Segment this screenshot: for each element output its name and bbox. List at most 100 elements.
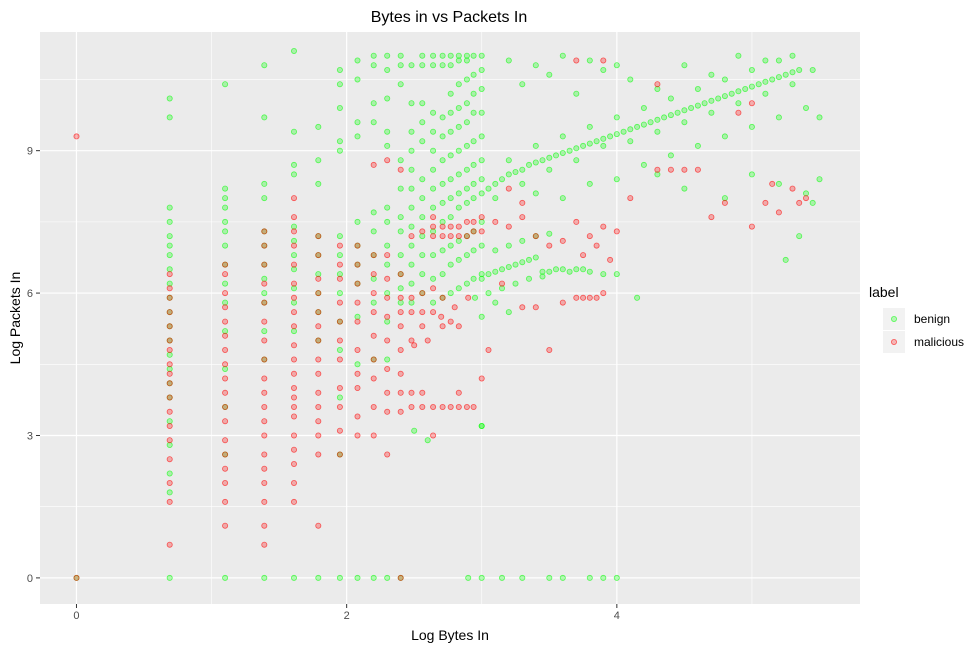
point-benign [546, 166, 553, 173]
point-malicious [455, 389, 462, 396]
point-malicious [408, 309, 415, 316]
point-malicious [261, 280, 268, 287]
point-benign [546, 230, 553, 237]
point-malicious [336, 261, 343, 268]
point-benign [370, 574, 377, 581]
point-malicious [748, 223, 755, 230]
point-benign [654, 116, 661, 123]
point-benign [470, 138, 477, 145]
point-benign [166, 574, 173, 581]
point-malicious [166, 294, 173, 301]
point-malicious [455, 223, 462, 230]
x-axis: 0 2 4 [73, 604, 620, 622]
point-benign [478, 133, 485, 140]
point-benign [455, 204, 462, 211]
point-malicious [166, 337, 173, 344]
point-benign [681, 107, 688, 114]
point-benign [647, 119, 654, 126]
point-benign [455, 105, 462, 112]
point-malicious [222, 418, 229, 425]
point-benign [419, 119, 426, 126]
point-benign [439, 247, 446, 254]
point-benign [336, 67, 343, 74]
point-malicious [559, 237, 566, 244]
point-benign [613, 271, 620, 278]
point-benign [430, 228, 437, 235]
point-malicious [290, 446, 297, 453]
point-benign [222, 299, 229, 306]
point-malicious [397, 166, 404, 173]
point-malicious [290, 356, 297, 363]
x-axis-title: Log Bytes In [411, 627, 489, 643]
point-malicious [166, 380, 173, 387]
point-malicious [222, 361, 229, 368]
plot-panel [40, 32, 860, 604]
point-benign [539, 273, 546, 280]
point-malicious [290, 242, 297, 249]
point-malicious [315, 403, 322, 410]
point-malicious [290, 261, 297, 268]
point-benign [463, 280, 470, 287]
point-malicious [397, 370, 404, 377]
point-benign [166, 489, 173, 496]
point-benign [667, 95, 674, 102]
point-benign [419, 252, 426, 259]
point-benign [600, 67, 607, 74]
point-benign [694, 86, 701, 93]
point-benign [640, 105, 647, 112]
point-benign [519, 81, 526, 88]
point-malicious [261, 318, 268, 325]
point-benign [261, 180, 268, 187]
point-benign [222, 574, 229, 581]
point-benign [566, 147, 573, 154]
point-malicious [370, 356, 377, 363]
point-malicious [222, 290, 229, 297]
point-benign [336, 138, 343, 145]
point-benign [586, 180, 593, 187]
point-benign [640, 161, 647, 168]
point-malicious [470, 218, 477, 225]
point-benign [775, 74, 782, 81]
point-malicious [384, 252, 391, 259]
point-malicious [803, 195, 810, 202]
point-benign [573, 145, 580, 152]
point-malicious [430, 285, 437, 292]
point-malicious [290, 370, 297, 377]
x-tick-label: 0 [73, 610, 79, 622]
point-benign [447, 62, 454, 69]
point-malicious [261, 375, 268, 382]
point-benign [613, 176, 620, 183]
point-benign [455, 147, 462, 154]
point-malicious [166, 346, 173, 353]
point-benign [354, 119, 361, 126]
point-malicious [519, 214, 526, 221]
point-benign [667, 112, 674, 119]
point-benign [166, 252, 173, 259]
point-malicious [354, 346, 361, 353]
point-benign [408, 147, 415, 154]
point-malicious [397, 309, 404, 316]
point-benign [397, 252, 404, 259]
point-benign [613, 114, 620, 121]
y-tick-label: 6 [27, 288, 33, 300]
point-benign [222, 365, 229, 372]
point-benign [478, 190, 485, 197]
point-benign [498, 574, 505, 581]
point-benign [439, 157, 446, 164]
point-benign [397, 81, 404, 88]
point-malicious [370, 332, 377, 339]
point-benign [470, 275, 477, 282]
point-malicious [593, 294, 600, 301]
point-benign [681, 185, 688, 192]
point-benign [463, 199, 470, 206]
point-benign [455, 256, 462, 263]
point-malicious [470, 403, 477, 410]
point-benign [600, 135, 607, 142]
point-malicious [290, 413, 297, 420]
point-malicious [222, 403, 229, 410]
point-benign [546, 154, 553, 161]
point-benign [546, 71, 553, 78]
point-malicious [261, 356, 268, 363]
point-malicious [613, 228, 620, 235]
point-malicious [397, 323, 404, 330]
